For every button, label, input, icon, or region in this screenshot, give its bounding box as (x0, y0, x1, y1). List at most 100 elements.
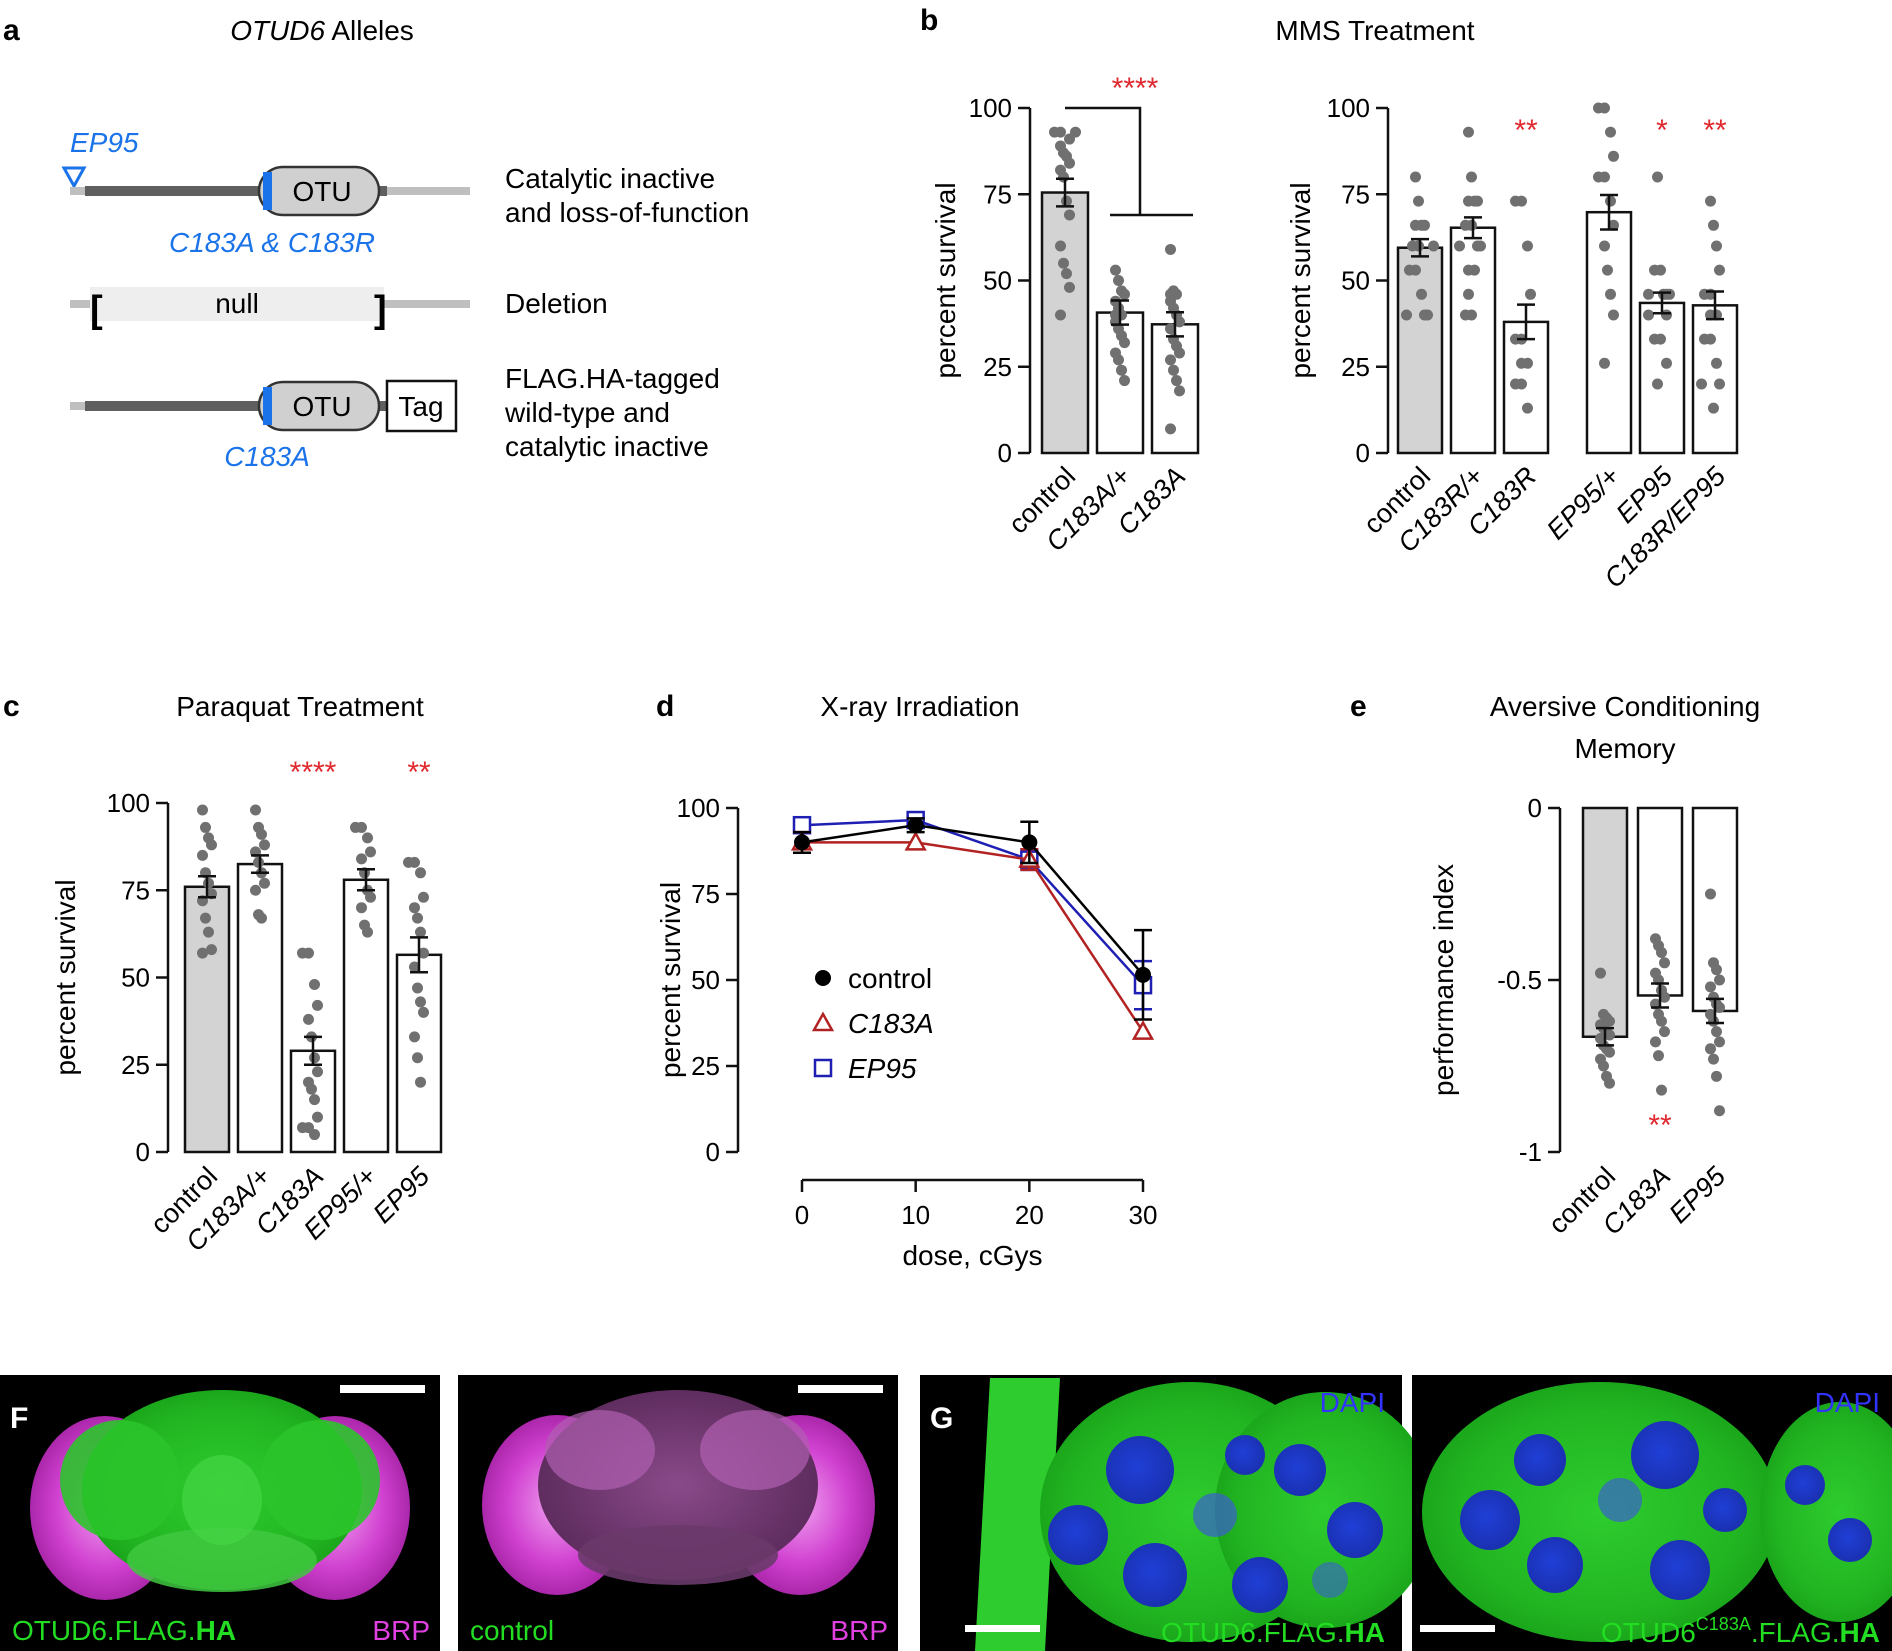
data-point (1058, 257, 1069, 269)
data-point (1168, 364, 1179, 376)
bar (236, 862, 284, 1154)
data-point (1463, 264, 1474, 276)
data-point (356, 902, 367, 914)
f1-label: OTUD6.FLAG.HA (12, 1615, 236, 1646)
panel-e-title-line1: Aversive Conditioning (1490, 691, 1760, 722)
significance-stars: **** (290, 756, 337, 789)
egg-chamber-1 (975, 1378, 1435, 1651)
scale-bar-f1 (340, 1385, 425, 1393)
brain-tissue-1 (30, 1390, 410, 1600)
data-point (1656, 1084, 1667, 1096)
data-point (1113, 354, 1124, 366)
data-point (1422, 309, 1433, 321)
data-point (203, 926, 214, 938)
otu-domain-1 (257, 165, 381, 217)
data-point (1714, 378, 1725, 390)
data-point (1605, 288, 1616, 300)
series-line (801, 823, 1144, 976)
panel-f: F OTUD6.FLAG.HA BRP control BRP (0, 1375, 898, 1651)
data-point (1711, 964, 1722, 976)
data-point (1171, 375, 1182, 387)
data-point (206, 839, 217, 851)
x-axis-label: dose, cGys (902, 1240, 1042, 1271)
data-point (362, 832, 373, 844)
x-tick-label: 10 (901, 1200, 930, 1230)
data-point (1064, 157, 1075, 169)
data-point (1605, 126, 1616, 138)
data-point (1174, 316, 1185, 328)
data-point (1410, 171, 1421, 183)
tagged-gene-link (375, 401, 389, 411)
category-label: EP95/+ (1541, 461, 1625, 545)
data-point (1419, 219, 1430, 231)
bar (1585, 210, 1633, 455)
data-point (1705, 309, 1716, 321)
data-point (1119, 288, 1130, 300)
data-point (1113, 275, 1124, 286)
bar (1040, 191, 1090, 455)
panel-a-title: OTUD6 Alleles (230, 15, 414, 46)
data-point (1522, 240, 1533, 252)
legend-label: C183A (848, 1008, 934, 1039)
ep95-label: EP95 (70, 127, 139, 158)
data-point (1604, 1029, 1615, 1041)
data-point (1608, 150, 1619, 162)
data-point (1650, 1036, 1661, 1048)
data-point (1049, 126, 1060, 138)
data-point (415, 996, 426, 1008)
data-point (350, 821, 361, 833)
panel-b-letter: b (920, 4, 938, 37)
x-tick-label: 20 (1015, 1200, 1044, 1230)
desc3-line2: wild-type and (504, 397, 670, 428)
panel-d-title: X-ray Irradiation (820, 691, 1019, 722)
data-point (1525, 288, 1536, 300)
data-point (1165, 243, 1176, 255)
otu-label-1: OTU (292, 176, 351, 207)
data-point (1656, 1015, 1667, 1027)
data-point (1174, 385, 1185, 397)
marker-circle (794, 834, 810, 851)
y-axis-label: percent survival (1285, 182, 1316, 378)
marker-circle (1135, 966, 1151, 983)
data-point (409, 902, 420, 914)
data-point (418, 1006, 429, 1018)
y-tick-label: 100 (677, 793, 720, 823)
category-label: EP95 (1663, 1160, 1732, 1229)
data-point (1475, 240, 1486, 252)
data-point (412, 1052, 423, 1064)
data-point (303, 1013, 314, 1025)
data-point (1661, 357, 1672, 369)
f2-label: control (470, 1615, 554, 1646)
marker-square (792, 815, 812, 835)
data-point (418, 891, 429, 903)
panel-a: a OTUD6 Alleles EP95 OTU C183A & C183R C… (3, 14, 749, 472)
data-point (1598, 1060, 1609, 1072)
data-point (1416, 288, 1427, 300)
panel-b-title: MMS Treatment (1275, 15, 1474, 46)
x-tick-label: 0 (795, 1200, 809, 1230)
null-bracket-left: [ (90, 289, 103, 331)
desc1-line1: Catalytic inactive (505, 163, 715, 194)
y-tick-label: 75 (1341, 179, 1370, 209)
y-tick-label: 100 (107, 788, 150, 818)
y-tick-label: 75 (121, 875, 150, 905)
data-point (1401, 309, 1412, 321)
data-point (1119, 375, 1130, 387)
y-tick-label: 75 (983, 179, 1012, 209)
data-point (206, 944, 217, 956)
marker-square (813, 1058, 833, 1078)
g1-label: OTUD6.FLAG.HA (1161, 1617, 1385, 1648)
scale-bar-g1 (965, 1625, 1040, 1632)
legend-label: EP95 (848, 1053, 917, 1084)
panel-e: e Aversive Conditioning Memory 0 -0.5 -1 pe… (1350, 690, 1760, 1241)
tagged-gene-exon (85, 401, 265, 411)
y-tick-label: 50 (691, 965, 720, 995)
data-point (1599, 240, 1610, 252)
data-point (1165, 354, 1176, 366)
data-point (412, 912, 423, 924)
data-point (200, 821, 211, 833)
egg-chamber-2 (1422, 1382, 1892, 1642)
